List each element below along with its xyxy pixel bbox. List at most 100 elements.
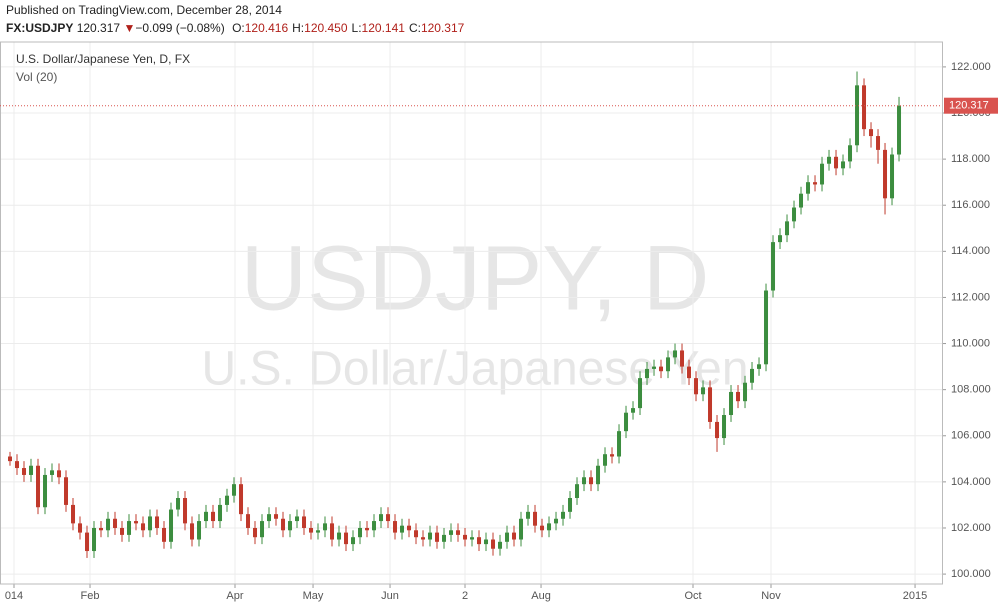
chart: U.S. Dollar/Japanese Yen, D, FX Vol (20)… — [0, 41, 998, 602]
candle-body — [652, 366, 657, 369]
candle-body — [792, 207, 797, 222]
candle-body — [596, 465, 601, 485]
candle-body — [407, 525, 412, 531]
candle-body — [92, 527, 97, 552]
candle-body — [813, 182, 818, 185]
candle-body — [715, 421, 720, 439]
candle-body — [71, 504, 76, 524]
candle-body — [358, 527, 363, 538]
candle-body — [743, 382, 748, 402]
ohlc-value: 120.450 — [304, 21, 348, 35]
ohlc-label: O: — [232, 21, 245, 35]
candle-body — [232, 484, 237, 496]
x-tick-label: May — [303, 590, 324, 602]
y-tick-label: 106.000 — [951, 430, 991, 442]
candle-body — [316, 530, 321, 533]
candle-body — [239, 484, 244, 515]
last-price-label: 120.317 — [949, 100, 989, 112]
candle-body — [456, 530, 461, 535]
candle-body — [351, 537, 356, 545]
symbol: FX:USDJPY — [6, 21, 74, 35]
ohlc-label: C: — [408, 21, 421, 35]
candle-body — [491, 539, 496, 549]
candle-body — [204, 511, 209, 522]
candle-body — [827, 156, 832, 164]
candle-body — [50, 470, 55, 475]
x-tick-label: 014 — [5, 590, 23, 602]
candle-body — [785, 221, 790, 236]
candle-body — [540, 525, 545, 531]
candle-body — [295, 516, 300, 522]
candle-body — [99, 527, 104, 531]
ohlc-label: H: — [292, 21, 305, 35]
change: −0.099 (−0.08%) — [135, 21, 225, 35]
candle-body — [505, 532, 510, 542]
candle-body — [260, 521, 265, 538]
candle-body — [722, 415, 727, 439]
candle-body — [477, 537, 482, 545]
candle-body — [400, 525, 405, 533]
candle-body — [414, 530, 419, 538]
candle-body — [442, 534, 447, 542]
candle-body — [862, 85, 867, 130]
candle-body — [78, 523, 83, 533]
candle-body — [22, 468, 27, 475]
candle-body — [673, 350, 678, 358]
candle-body — [834, 156, 839, 169]
candle-body — [876, 136, 881, 150]
ohlc-value: 120.416 — [244, 21, 289, 35]
candle-body — [344, 532, 349, 545]
candle-body — [736, 391, 741, 402]
candle-body — [701, 387, 706, 395]
candle-body — [386, 514, 391, 522]
plot-frame — [0, 41, 943, 585]
candle-body — [190, 523, 195, 540]
ohlc-label: L: — [351, 21, 362, 35]
candle-body — [365, 527, 370, 531]
candle-body — [610, 454, 615, 457]
candle-body — [106, 518, 111, 531]
candle-body — [148, 516, 153, 531]
candle-body — [589, 477, 594, 485]
candle-body — [883, 149, 888, 199]
candle-body — [176, 498, 181, 510]
x-tick-label: Nov — [761, 590, 781, 602]
candle-body — [603, 454, 608, 466]
candle-body — [778, 235, 783, 243]
candle-body — [470, 537, 475, 540]
x-tick-label: 2015 — [903, 590, 927, 602]
candle-body — [218, 504, 223, 522]
last: 120.317 — [76, 21, 121, 35]
candle-body — [421, 537, 426, 540]
candle-body — [43, 474, 48, 508]
candle-body — [309, 527, 314, 533]
candle-body — [8, 456, 13, 462]
candle-body — [519, 518, 524, 540]
quote-line: FX:USDJPY 120.317 ▼−0.099 (−0.08%) O:120… — [6, 21, 464, 35]
candle-body — [729, 391, 734, 416]
candle-body — [323, 523, 328, 531]
candle-body — [820, 163, 825, 185]
candle-body — [134, 521, 139, 524]
candle-body — [547, 523, 552, 531]
candle-body — [799, 193, 804, 208]
candle-body — [162, 527, 167, 542]
x-tick-label: Jun — [381, 590, 399, 602]
candle-body — [463, 534, 468, 540]
candle-body — [533, 511, 538, 526]
y-tick-label: 100.000 — [951, 568, 991, 580]
watermark: USDJPY, D U.S. Dollar/Japanese Yen — [201, 227, 748, 395]
candle-body — [869, 129, 874, 137]
x-tick-label: 2 — [462, 590, 468, 602]
candle-body — [638, 378, 643, 409]
candle-body — [554, 518, 559, 524]
candle-body — [64, 477, 69, 505]
candle-body — [512, 532, 517, 540]
candle-body — [708, 387, 713, 422]
ohlc: O:120.416 H:120.450 L:120.141 C:120.317 — [228, 21, 464, 35]
candle-body — [890, 154, 895, 199]
candle-body — [274, 514, 279, 519]
candle-body — [428, 532, 433, 540]
published: Published on TradingView.com, December 2… — [6, 3, 282, 17]
candle-body — [841, 161, 846, 169]
